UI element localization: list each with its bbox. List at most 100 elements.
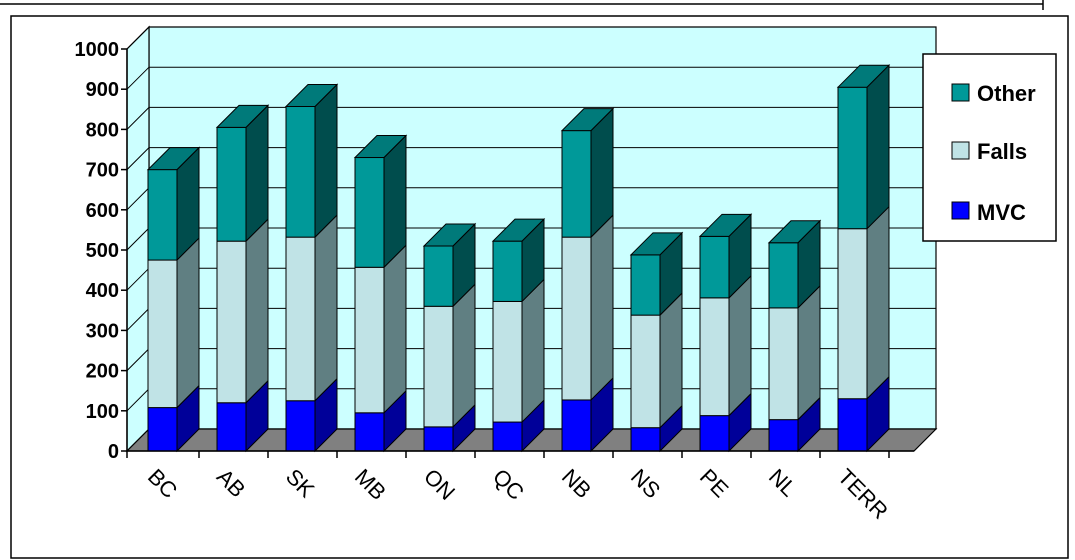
y-tick-label: 100 bbox=[86, 401, 119, 423]
y-tick-label: 700 bbox=[86, 160, 119, 182]
x-tick-label-ns: NS bbox=[626, 464, 665, 503]
bar-stack-sk bbox=[284, 83, 339, 453]
y-tick-label: 800 bbox=[86, 119, 119, 141]
bar-side-falls-sk bbox=[314, 213, 338, 402]
bar-side-falls-ns bbox=[659, 291, 683, 429]
bar-side-falls-on bbox=[452, 283, 476, 429]
bar-stack-ab bbox=[215, 104, 270, 453]
bar-falls-ns bbox=[630, 314, 661, 429]
x-tick-label-terr: TERR bbox=[833, 464, 893, 524]
x-tick-label-nl: NL bbox=[764, 464, 802, 502]
bar-stack-qc bbox=[491, 217, 546, 453]
bar-stack-nb bbox=[560, 107, 615, 453]
legend-item-mvc: MVC bbox=[951, 200, 1026, 225]
bar-falls-mb bbox=[354, 266, 385, 414]
bar-falls-qc bbox=[492, 300, 523, 423]
bar-top-ns bbox=[629, 232, 684, 256]
bar-falls-ab bbox=[216, 240, 247, 404]
legend-label-other: Other bbox=[977, 81, 1036, 106]
legend: Other Falls MVC bbox=[922, 53, 1057, 242]
bar-mvc-nl bbox=[768, 419, 799, 452]
bar-other-mb bbox=[354, 157, 385, 268]
bar-falls-nb bbox=[561, 236, 592, 401]
bar-side-falls-pe bbox=[728, 274, 752, 417]
x-tick-label-on: ON bbox=[419, 464, 460, 505]
y-tick-label: 200 bbox=[86, 361, 119, 383]
bar-side-other-ab bbox=[245, 104, 269, 243]
bar-other-ab bbox=[216, 126, 247, 242]
bar-falls-nl bbox=[768, 307, 799, 421]
bar-stack-mb bbox=[353, 134, 408, 453]
x-tick-label-mb: MB bbox=[350, 464, 391, 505]
y-tick-label: 500 bbox=[86, 240, 119, 262]
bar-other-nl bbox=[768, 242, 799, 309]
bar-other-on bbox=[423, 245, 454, 307]
bar-stack-bc bbox=[146, 146, 201, 453]
x-tick-label-nb: NB bbox=[557, 464, 596, 503]
gridline bbox=[126, 106, 936, 130]
bar-top-bc bbox=[146, 147, 201, 171]
gridline bbox=[126, 66, 936, 90]
legend-swatch-falls bbox=[951, 141, 970, 160]
bar-top-terr bbox=[836, 64, 891, 88]
bar-side-other-mb bbox=[383, 134, 407, 269]
bars bbox=[146, 63, 891, 453]
bar-falls-bc bbox=[147, 259, 178, 409]
bar-stack-ns bbox=[629, 231, 684, 453]
x-tick-label-sk: SK bbox=[281, 464, 320, 503]
y-tick-label: 0 bbox=[108, 441, 119, 463]
x-tick-label-ab: AB bbox=[212, 464, 250, 502]
bar-top-nl bbox=[767, 220, 822, 244]
bar-mvc-ns bbox=[630, 427, 661, 452]
bar-top-qc bbox=[491, 218, 546, 242]
bar-top-sk bbox=[284, 83, 339, 107]
bar-top-ab bbox=[215, 104, 270, 128]
gridline bbox=[126, 147, 936, 170]
legend-item-other: Other bbox=[951, 81, 1036, 106]
bar-mvc-qc bbox=[492, 421, 523, 452]
legend-swatch-mvc bbox=[951, 201, 970, 220]
legend-box bbox=[922, 53, 1057, 242]
x-tick-label-pe: PE bbox=[695, 464, 733, 502]
bar-other-sk bbox=[285, 105, 316, 238]
bar-mvc-on bbox=[423, 426, 454, 452]
bar-stack-pe bbox=[698, 213, 753, 453]
bar-top-pe bbox=[698, 213, 753, 237]
y-tick-label: 400 bbox=[86, 280, 119, 302]
legend-label-falls: Falls bbox=[977, 139, 1027, 164]
bar-mvc-nb bbox=[561, 399, 592, 452]
bar-stack-terr bbox=[836, 63, 891, 453]
x-tick-label-qc: QC bbox=[488, 464, 529, 505]
bar-side-falls-qc bbox=[521, 278, 545, 424]
bar-other-nb bbox=[561, 130, 592, 238]
bar-other-ns bbox=[630, 254, 661, 316]
bar-top-nb bbox=[560, 108, 615, 132]
bar-side-falls-ab bbox=[245, 217, 269, 404]
bar-falls-on bbox=[423, 305, 454, 428]
y-axis: 0 100 200 300 400 500 600 700 800 900 1000 bbox=[75, 39, 128, 463]
bar-stack-on bbox=[422, 222, 477, 453]
bar-mvc-mb bbox=[354, 412, 385, 452]
bar-side-falls-mb bbox=[383, 244, 407, 415]
bar-side-falls-terr bbox=[866, 205, 890, 400]
bar-other-pe bbox=[699, 235, 730, 299]
bar-other-qc bbox=[492, 240, 523, 302]
bar-side-falls-bc bbox=[176, 236, 200, 409]
y-tick-label: 900 bbox=[86, 79, 119, 101]
bar-falls-sk bbox=[285, 236, 316, 402]
chart-border bbox=[10, 15, 1069, 559]
bar-top-mb bbox=[353, 135, 408, 159]
legend-swatch-other bbox=[951, 83, 970, 102]
bar-stack-nl bbox=[767, 219, 822, 453]
legend-item-falls: Falls bbox=[951, 139, 1027, 164]
y-tick-label: 300 bbox=[86, 320, 119, 342]
bar-falls-pe bbox=[699, 297, 730, 417]
bar-side-other-terr bbox=[866, 63, 890, 230]
y-tick-label: 600 bbox=[86, 200, 119, 222]
bar-top-on bbox=[422, 223, 477, 247]
bar-mvc-ab bbox=[216, 402, 247, 452]
y-tick-label: 1000 bbox=[75, 39, 120, 61]
bar-other-bc bbox=[147, 169, 178, 261]
legend-label-mvc: MVC bbox=[977, 200, 1026, 225]
